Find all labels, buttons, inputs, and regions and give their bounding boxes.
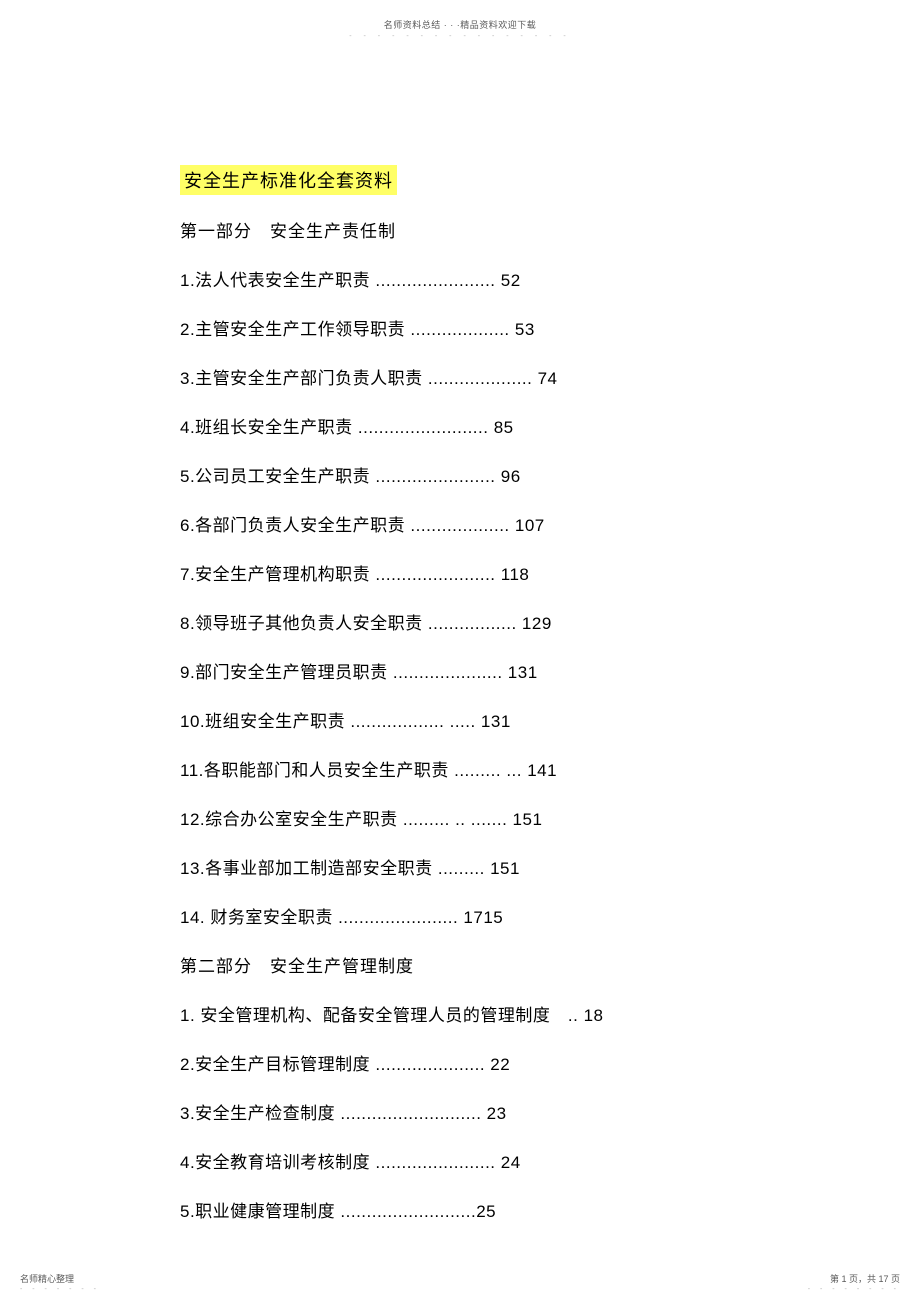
toc-item: 9.部门安全生产管理员职责 ..................... 131: [180, 658, 760, 683]
footer-left: 名师精心整理 - - - - - - -: [20, 1272, 100, 1293]
footer-right-text: 第 1 页，共 17 页: [830, 1274, 900, 1284]
document-content: 安全生产标准化全套资料 第一部分 安全生产责任制 1.法人代表安全生产职责 ..…: [180, 165, 760, 1222]
toc-item: 8.领导班子其他负责人安全职责 ................. 129: [180, 609, 760, 634]
toc-item: 5.公司员工安全生产职责 ....................... 96: [180, 462, 760, 487]
section-2-header: 第二部分 安全生产管理制度: [180, 952, 760, 977]
section-1-header: 第一部分 安全生产责任制: [180, 217, 760, 242]
toc-item: 12.综合办公室安全生产职责 ......... .. ....... 151: [180, 805, 760, 830]
toc-item: 5.职业健康管理制度 ..........................25: [180, 1197, 760, 1222]
toc-item: 6.各部门负责人安全生产职责 ................... 107: [180, 511, 760, 536]
toc-item: 4.安全教育培训考核制度 ....................... 24: [180, 1148, 760, 1173]
toc-item: 10.班组安全生产职责 .................. ..... 131: [180, 707, 760, 732]
header-text: 名师资料总结 · · ·精品资料欢迎下载: [384, 20, 537, 30]
footer-right: 第 1 页，共 17 页 - - - - - - - -: [808, 1272, 900, 1293]
toc-item: 11.各职能部门和人员安全生产职责 ......... ... 141: [180, 756, 760, 781]
toc-item: 2.安全生产目标管理制度 ..................... 22: [180, 1050, 760, 1075]
toc-item: 13.各事业部加工制造部安全职责 ......... 151: [180, 854, 760, 879]
footer-left-text: 名师精心整理: [20, 1274, 74, 1284]
toc-item: 14. 财务室安全职责 ....................... 1715: [180, 903, 760, 928]
toc-item: 7.安全生产管理机构职责 ....................... 118: [180, 560, 760, 585]
toc-item: 4.班组长安全生产职责 ......................... 85: [180, 413, 760, 438]
toc-item: 1. 安全管理机构、配备安全管理人员的管理制度 .. 18: [180, 1001, 760, 1026]
header-decoration: - - - - - - - - - - - - - - - -: [0, 33, 920, 40]
document-title: 安全生产标准化全套资料: [180, 165, 397, 195]
toc-item: 3.主管安全生产部门负责人职责 .................... 74: [180, 364, 760, 389]
footer-decoration: - - - - - - -: [20, 1286, 100, 1293]
page-header: 名师资料总结 · · ·精品资料欢迎下载: [0, 0, 920, 31]
toc-item: 3.安全生产检查制度 ........................... 2…: [180, 1099, 760, 1124]
toc-item: 2.主管安全生产工作领导职责 ................... 53: [180, 315, 760, 340]
footer-decoration: - - - - - - - -: [808, 1286, 900, 1293]
toc-item: 1.法人代表安全生产职责 ....................... 52: [180, 266, 760, 291]
